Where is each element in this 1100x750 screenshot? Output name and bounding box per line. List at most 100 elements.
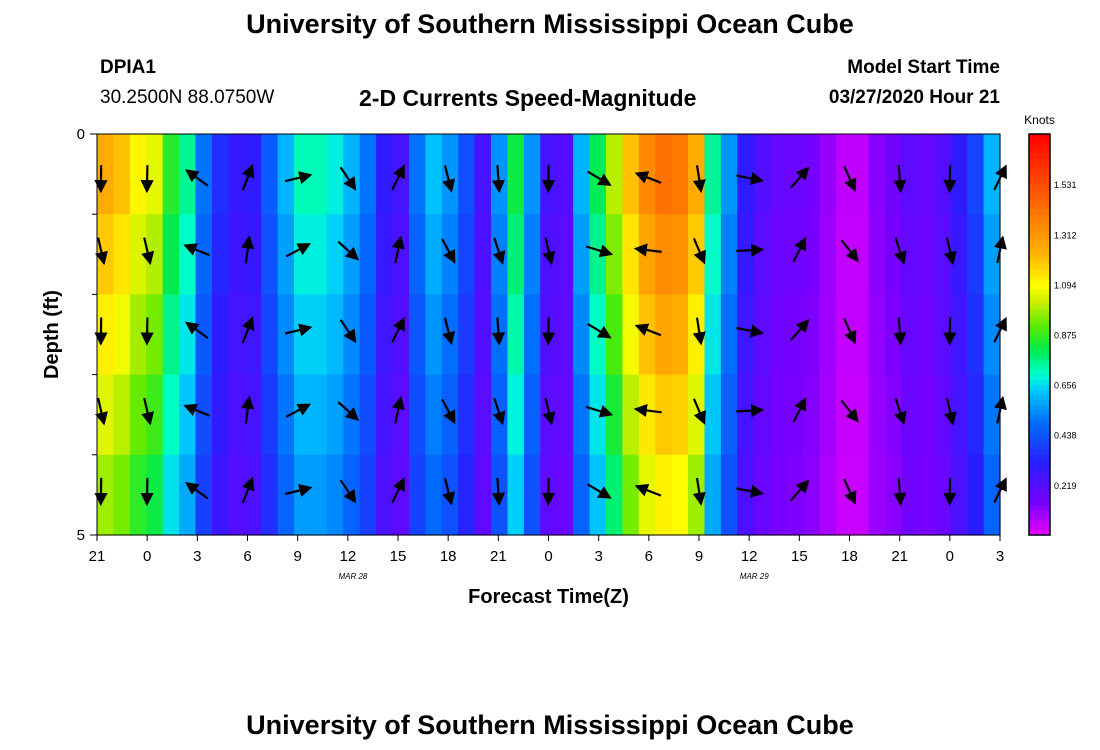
vector-arrow — [993, 395, 1007, 424]
colorbar-segment — [1029, 504, 1050, 511]
heatmap-cell — [704, 294, 722, 376]
vector-arrow — [943, 317, 957, 346]
heatmap-cell — [113, 374, 131, 456]
plot-title: 2-D Currents Speed-Magnitude — [359, 85, 697, 111]
x-tick-label: 15 — [791, 548, 808, 565]
colorbar-segment — [1029, 444, 1050, 451]
heatmap-cell — [277, 374, 295, 456]
colorbar-segment — [1029, 164, 1050, 170]
heatmap-cell — [852, 374, 870, 456]
heatmap-cell — [294, 454, 312, 536]
colorbar-segment — [1029, 339, 1050, 346]
vector-arrow — [542, 397, 556, 426]
colorbar-segment — [1029, 179, 1050, 185]
vector-arrow — [339, 166, 357, 191]
heatmap-cell — [261, 214, 279, 295]
heatmap-cell — [441, 134, 459, 215]
heatmap-cell — [359, 294, 377, 376]
heatmap-cell — [688, 454, 706, 536]
colorbar-unit-label: Knots — [1024, 113, 1055, 127]
x-tick-label: 12 — [339, 548, 356, 565]
heatmap-cell — [113, 134, 131, 215]
heatmap-cell — [113, 454, 131, 536]
heatmap-cell — [310, 294, 328, 376]
heatmap-cell — [901, 454, 919, 536]
vector-arrow — [284, 484, 313, 497]
heatmap-cell — [507, 294, 525, 376]
heatmap-cell — [605, 134, 623, 215]
heatmap-cell — [802, 374, 820, 456]
heatmap-cell — [753, 374, 771, 456]
heatmap-cell — [244, 134, 262, 215]
y-tick-label: 5 — [77, 527, 85, 544]
heatmap-cell — [589, 374, 607, 456]
heatmap-cell — [113, 214, 131, 295]
heatmap-cell — [146, 374, 164, 456]
heatmap-cell — [917, 134, 935, 215]
heatmap-cell — [408, 374, 426, 456]
heatmap-cell — [934, 134, 952, 215]
heatmap-cell — [113, 294, 131, 376]
colorbar-segment — [1029, 229, 1050, 235]
heatmap-cell — [573, 374, 591, 456]
vector-arrow — [692, 317, 706, 346]
heatmap-cell — [228, 134, 246, 215]
heatmap-cell — [983, 214, 1001, 295]
vector-arrow — [893, 317, 907, 346]
colorbar-segment — [1029, 204, 1050, 210]
x-tick-label: 6 — [243, 548, 251, 565]
heatmap-cell — [556, 134, 574, 215]
heatmap-cell — [523, 454, 541, 536]
colorbar-segment — [1029, 274, 1050, 280]
vector-arrow — [339, 319, 357, 344]
vector-arrow — [241, 316, 255, 343]
heatmap-cell — [97, 294, 115, 376]
vector-arrow — [491, 165, 506, 194]
vector-arrow — [894, 237, 907, 265]
vector-arrow — [442, 165, 456, 193]
heatmap-cell — [638, 374, 656, 456]
vector-arrow — [736, 484, 765, 498]
colorbar-tick-label: 0.656 — [1054, 381, 1077, 391]
heatmap-cell — [737, 214, 755, 295]
heatmap-cell — [671, 214, 689, 295]
vector-arrow — [183, 243, 210, 257]
heatmap-cell — [343, 134, 361, 215]
heatmap-cell — [638, 454, 656, 536]
vector-arrow — [241, 476, 255, 504]
colorbar-tick-label: 1.531 — [1054, 180, 1077, 190]
colorbar-segment — [1029, 429, 1050, 436]
colorbar-segment — [1029, 299, 1050, 306]
x-tick-label: 6 — [645, 548, 653, 565]
vector-arrow — [140, 317, 154, 346]
heatmap-cell — [852, 294, 870, 376]
heatmap-cell — [967, 214, 985, 295]
heatmap-cell — [983, 374, 1001, 456]
colorbar-segment — [1029, 219, 1050, 225]
model-start-label: Model Start Time — [847, 57, 1000, 78]
heatmap-cell — [720, 374, 738, 456]
heatmap-cell — [326, 134, 344, 215]
vector-arrow — [586, 170, 612, 186]
x-date-label: MAR 29 — [740, 572, 769, 581]
station-coords: 30.2500N 88.0750W — [100, 87, 275, 108]
heatmap-cell — [967, 454, 985, 536]
heatmap-cell — [967, 134, 985, 215]
heatmap-cell — [720, 454, 738, 536]
heatmap-cell — [129, 374, 147, 456]
colorbar-segment — [1029, 214, 1050, 220]
heatmap-cell — [655, 374, 673, 456]
x-tick-label: 0 — [143, 548, 151, 565]
heatmap-cell — [97, 454, 115, 536]
heatmap-cell — [901, 374, 919, 456]
heatmap-cell — [195, 214, 213, 295]
vector-arrow — [792, 236, 807, 263]
vector-arrow — [491, 477, 506, 507]
heatmap-cell — [868, 294, 886, 376]
heatmap-cell — [294, 214, 312, 295]
colorbar-segment — [1029, 374, 1050, 381]
colorbar-segment — [1029, 184, 1050, 190]
heatmap-cell — [786, 134, 804, 215]
colorbar-segment — [1029, 239, 1050, 245]
heatmap-cell — [605, 214, 623, 295]
